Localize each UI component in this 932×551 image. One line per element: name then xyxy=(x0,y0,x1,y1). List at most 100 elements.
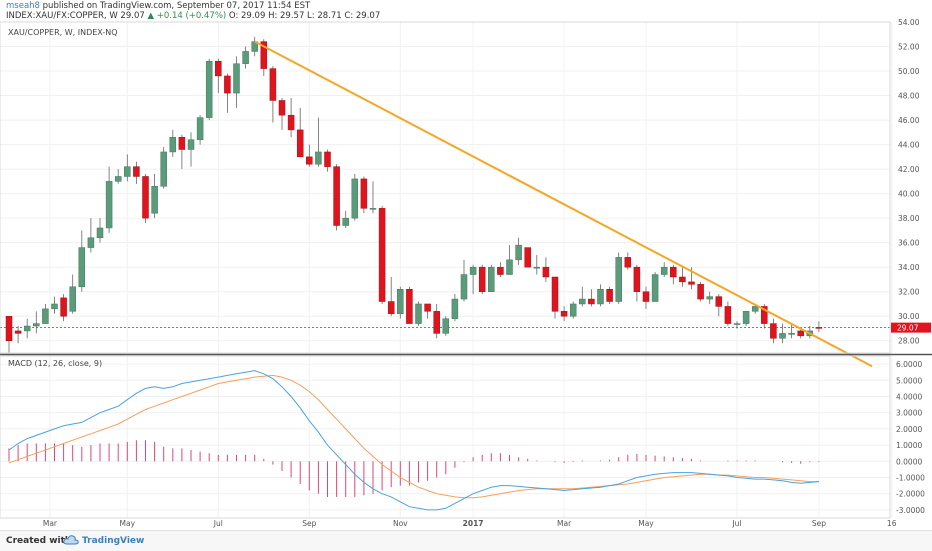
candle-body xyxy=(469,266,477,275)
candle xyxy=(397,286,404,319)
candle-body xyxy=(87,237,95,248)
price-tick-label: 32.00 xyxy=(898,288,920,297)
candle xyxy=(315,117,322,167)
candle xyxy=(551,276,559,319)
candle xyxy=(588,289,595,307)
price-change: ▲ +0.14 (+0.47%) xyxy=(147,11,227,21)
candle-body xyxy=(296,129,304,158)
candle xyxy=(515,237,522,265)
candle xyxy=(133,161,140,184)
candle-body xyxy=(133,166,140,177)
candle xyxy=(442,316,450,336)
macd-pane-title: MACD (12, 26, close, 9) xyxy=(8,359,102,368)
candle-body xyxy=(5,315,13,341)
price-tick-label: 52.00 xyxy=(898,43,920,52)
x-tick-label: Sep xyxy=(812,519,826,528)
candle xyxy=(42,303,49,324)
candle xyxy=(460,259,468,302)
candle-body xyxy=(797,330,804,337)
candle xyxy=(78,230,86,292)
candle-body xyxy=(424,303,431,312)
x-tick-label: Jul xyxy=(213,519,223,528)
candle xyxy=(579,286,586,307)
candle-body xyxy=(360,178,368,209)
candle xyxy=(5,315,13,353)
candle-body xyxy=(788,333,795,335)
candle-body xyxy=(369,208,377,210)
candle-body xyxy=(269,68,277,101)
candle-body xyxy=(178,136,186,150)
symbol-line: INDEX:XAU/FX:COPPER, W 29.07 ▲ +0.14 (+0… xyxy=(6,11,380,21)
price-tick-label: 54.00 xyxy=(898,18,920,27)
candle-body xyxy=(697,284,704,300)
candle-body xyxy=(506,259,513,275)
author-link[interactable]: mseah8 xyxy=(6,1,40,11)
candle xyxy=(660,262,668,277)
candle-body xyxy=(679,276,686,283)
candle-body xyxy=(351,178,359,219)
candle xyxy=(451,294,459,322)
candle-body xyxy=(315,151,322,165)
macd-tick-label: 5.0000 xyxy=(896,376,922,385)
candle-body xyxy=(260,41,268,69)
macd-tick-label: 4.0000 xyxy=(896,393,922,402)
candle-body xyxy=(187,139,195,150)
footer-bar: Created with TradingView xyxy=(0,530,932,551)
candle-body xyxy=(497,266,504,275)
candle xyxy=(542,257,550,282)
candle-body xyxy=(660,266,668,275)
candle xyxy=(651,272,659,302)
chart-canvas[interactable]: 28.00 30.00 32.00 34.00 36.00 38.00 40.00 42.00… xyxy=(0,0,932,530)
x-tick-label: May xyxy=(120,519,136,528)
candlesticks xyxy=(5,36,823,353)
candle-body xyxy=(160,151,167,187)
candle-body xyxy=(597,289,604,305)
candle xyxy=(761,303,768,329)
tradingview-brand[interactable]: TradingView xyxy=(82,536,145,546)
candle xyxy=(187,132,195,167)
candle-body xyxy=(14,330,22,334)
candle xyxy=(378,205,386,304)
price-tick-label: 34.00 xyxy=(898,263,920,272)
macd-lines xyxy=(8,370,819,511)
candle xyxy=(597,284,604,307)
candle xyxy=(160,147,167,189)
candle-body xyxy=(688,281,695,285)
candle-body xyxy=(151,186,158,214)
last-price-badge xyxy=(891,322,931,333)
candle-body xyxy=(142,176,149,219)
candle-body xyxy=(751,306,759,312)
price-tick-label: 36.00 xyxy=(898,239,920,248)
macd-line xyxy=(8,370,819,511)
candle-body xyxy=(169,136,177,153)
candle xyxy=(105,166,113,233)
candle xyxy=(469,264,477,295)
candle-body xyxy=(642,291,650,302)
candle xyxy=(196,115,204,145)
candle xyxy=(114,169,122,184)
candle-body xyxy=(733,323,741,325)
x-tick-label: Mar xyxy=(43,519,58,528)
x-tick-label: 16 xyxy=(887,519,897,528)
ohlc-values: O: 29.09 H: 29.57 L: 28.71 C: 29.07 xyxy=(228,11,381,21)
candle xyxy=(415,301,422,327)
candle xyxy=(615,252,622,304)
candle-body xyxy=(342,217,349,226)
macd-tick-label: -2.0000 xyxy=(896,490,925,499)
candle-body xyxy=(224,75,231,94)
candle-body xyxy=(42,308,49,324)
candle xyxy=(733,321,741,329)
candle xyxy=(788,323,795,339)
candle-body xyxy=(715,296,723,307)
chart-header: mseah8 published on TradingView.com, Sep… xyxy=(0,0,932,22)
candle-body xyxy=(415,303,422,324)
price-tick-label: 30.00 xyxy=(898,312,920,321)
x-tick-label: May xyxy=(638,519,654,528)
candle xyxy=(633,264,641,302)
candle xyxy=(151,174,158,219)
candle-body xyxy=(742,311,750,324)
candle-body xyxy=(287,114,295,131)
created-with-label: Created with xyxy=(6,536,72,546)
candle xyxy=(779,323,786,344)
candle-body xyxy=(615,257,622,302)
